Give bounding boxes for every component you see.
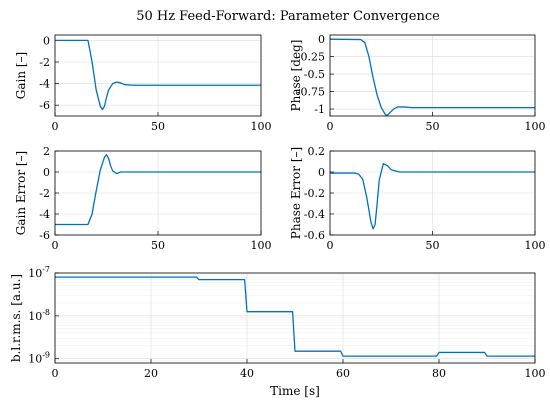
y-tick-label: -1 bbox=[314, 103, 325, 116]
series-line-gain bbox=[55, 39, 261, 111]
y-tick-label: 2 bbox=[43, 145, 50, 158]
x-tick-label: 0 bbox=[52, 239, 59, 252]
x-tick-label: 0 bbox=[327, 120, 334, 133]
x-tick-label: 0 bbox=[52, 367, 59, 380]
x-tick-label: 100 bbox=[525, 239, 546, 252]
y-tick-label: 0 bbox=[43, 166, 50, 179]
axes-frame bbox=[54, 150, 262, 236]
y-tick-label: 0 bbox=[318, 166, 325, 179]
x-tick-label: 50 bbox=[426, 239, 440, 252]
x-tick-label: 100 bbox=[251, 120, 272, 133]
y-tick-label: 0 bbox=[318, 33, 325, 46]
series-line-phase-error bbox=[330, 162, 535, 230]
x-tick-label: 40 bbox=[240, 367, 254, 380]
panel-gain: 0 50 100 0 -2 -4 -6 Gain [–] bbox=[14, 34, 272, 133]
x-tick-label: 50 bbox=[426, 120, 440, 133]
x-tick-label: 60 bbox=[336, 367, 350, 380]
x-tick-label: 50 bbox=[151, 120, 165, 133]
panel-gain-error: 0 50 100 2 0 -2 -4 -6 Gain Error [–] bbox=[14, 145, 272, 252]
y-tick-label: -0.25 bbox=[297, 51, 325, 64]
y-tick-label: -2 bbox=[39, 56, 50, 69]
y-tick-label: -0.6 bbox=[304, 229, 325, 242]
x-tick-label: 0 bbox=[327, 239, 334, 252]
axes-frame bbox=[54, 272, 536, 364]
y-tick-label: 0.2 bbox=[308, 145, 326, 158]
panel-blrms: 0 20 40 60 80 100 10-7 10-8 10-9 b.l.r.m.s. [a.u.… bbox=[9, 265, 546, 398]
series-line-phase bbox=[330, 38, 535, 116]
y-tick-label: 0 bbox=[43, 34, 50, 47]
series-line-blrms bbox=[55, 276, 535, 357]
x-tick-label: 0 bbox=[52, 120, 59, 133]
panels: 0 50 100 0 -2 -4 -6 Gain [–] 0 50 100 0 -0.25 -0.5 -0.… bbox=[9, 33, 546, 398]
x-tick-label: 50 bbox=[151, 239, 165, 252]
axes-frame bbox=[329, 150, 536, 236]
x-tick-label: 20 bbox=[144, 367, 158, 380]
y-tick-label: -0.75 bbox=[297, 86, 325, 99]
x-tick-label: 100 bbox=[251, 239, 272, 252]
y-axis-label: Gain Error [–] bbox=[14, 151, 28, 236]
y-tick-label: -0.2 bbox=[304, 187, 325, 200]
y-tick-label: -6 bbox=[39, 229, 50, 242]
y-tick-label: -4 bbox=[39, 208, 50, 221]
panel-phase: 0 50 100 0 -0.25 -0.5 -0.75 -1 Phase [deg] bbox=[289, 33, 546, 133]
x-tick-label: 100 bbox=[525, 120, 546, 133]
y-tick-label: 10-8 bbox=[28, 308, 50, 323]
x-tick-label: 80 bbox=[432, 367, 446, 380]
y-tick-label: -4 bbox=[39, 78, 50, 91]
y-axis-label: Phase Error [–] bbox=[289, 147, 303, 239]
figure-title: 50 Hz Feed-Forward: Parameter Convergenc… bbox=[136, 9, 440, 24]
axes-frame bbox=[329, 34, 536, 117]
y-tick-label: 10-7 bbox=[28, 265, 50, 280]
axes-frame bbox=[54, 34, 262, 117]
y-axis-label: Phase [deg] bbox=[289, 40, 303, 112]
x-axis-label: Time [s] bbox=[270, 384, 320, 398]
x-tick-label: 100 bbox=[525, 367, 546, 380]
y-axis-label: Gain [–] bbox=[14, 52, 28, 99]
y-tick-label: 10-9 bbox=[28, 351, 50, 366]
y-tick-label: -0.5 bbox=[304, 68, 325, 81]
y-axis-label: b.l.r.m.s. [a.u.] bbox=[9, 274, 23, 362]
y-tick-label: -6 bbox=[39, 99, 50, 112]
y-tick-label: -0.4 bbox=[304, 208, 325, 221]
y-tick-label: -2 bbox=[39, 187, 50, 200]
series-line-gain-error bbox=[55, 154, 261, 226]
